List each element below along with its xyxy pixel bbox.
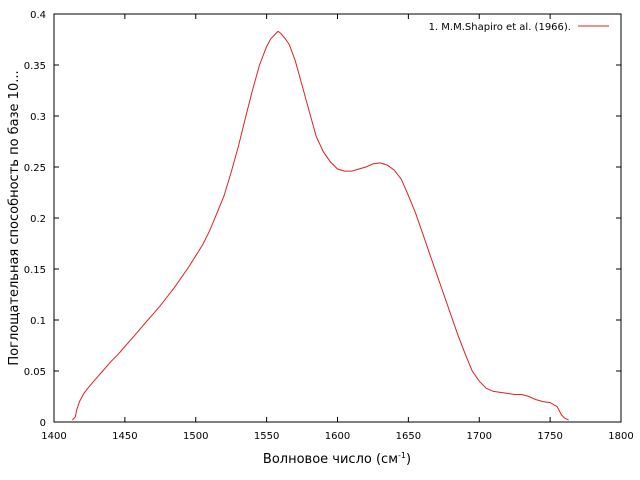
y-tick-label: 0.15	[24, 265, 46, 276]
plot-frame	[53, 13, 622, 423]
x-tick-label: 1600	[325, 431, 350, 442]
series-line	[72, 30, 569, 421]
y-tick-label: 0.1	[30, 316, 46, 327]
y-tick-label: 0.3	[30, 112, 46, 123]
y-tick-label: 0.2	[30, 214, 46, 225]
x-tick-label: 1550	[254, 431, 279, 442]
y-axis-title: Поглощательная способность по базе 10...	[7, 70, 22, 365]
x-tick-label: 1700	[467, 431, 492, 442]
legend: 1. M.M.Shapiro et al. (1966).	[429, 22, 609, 33]
x-tick-label: 1450	[112, 431, 137, 442]
x-tick-label: 1500	[183, 431, 208, 442]
y-tick-label: 0.35	[24, 61, 46, 72]
y-tick-label: 0.25	[24, 163, 46, 174]
y-tick-label: 0.4	[30, 10, 46, 21]
x-axis-title: Волновое число (см-1)	[263, 451, 411, 467]
x-tick-label: 1750	[537, 431, 562, 442]
y-tick-label: 0.05	[24, 367, 46, 378]
axis-tick-labels: 1400 1450 1500 1550 1600 1650 1700 1750 1800 0 0.0…	[24, 10, 634, 442]
x-tick-label: 1400	[41, 431, 66, 442]
x-tick-label: 1650	[396, 431, 421, 442]
axis-ticks	[53, 13, 622, 423]
legend-label: 1. M.M.Shapiro et al. (1966).	[429, 22, 571, 33]
x-tick-label: 1800	[608, 431, 633, 442]
y-tick-label: 0	[40, 418, 46, 429]
